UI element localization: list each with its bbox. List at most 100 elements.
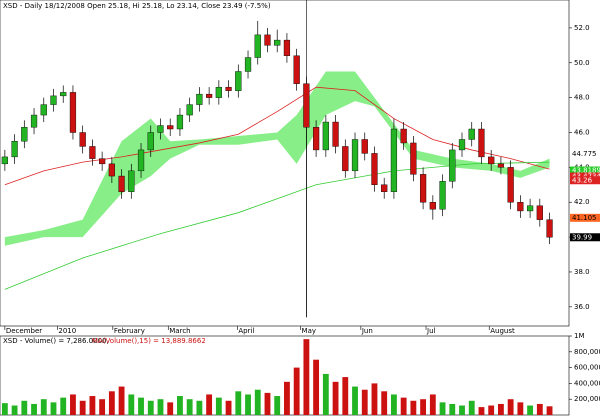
candle-body	[517, 202, 524, 212]
candle-body	[118, 175, 125, 192]
candle-body	[254, 34, 261, 58]
volume-bar	[138, 397, 144, 415]
volume-bar	[31, 403, 37, 415]
volume-bar	[215, 397, 222, 415]
candle-body	[196, 93, 203, 105]
candle-body	[488, 156, 495, 165]
volume-bar	[507, 399, 514, 415]
volume-bar	[303, 339, 310, 415]
x-tick-label: August	[490, 327, 515, 335]
volume-bar	[40, 399, 47, 415]
candle-body	[108, 163, 115, 177]
volume-bar	[254, 389, 261, 415]
candle-body	[69, 92, 77, 133]
candle-body	[186, 104, 193, 116]
candle-body	[264, 34, 271, 46]
price-tag-label: 43.26	[572, 176, 593, 184]
volume-y-tick-label: 200,000	[574, 395, 600, 403]
volume-bar	[264, 392, 271, 415]
price-panel	[0, 0, 570, 327]
candle-body	[303, 83, 310, 128]
moving-average	[4, 86, 550, 186]
candle-body	[21, 127, 28, 142]
candle-body	[449, 149, 456, 182]
candle-body	[351, 139, 359, 172]
candle-body	[215, 86, 222, 98]
candle-body	[147, 132, 154, 151]
candle-body	[293, 55, 300, 84]
volume-bar	[1, 403, 8, 415]
candle-body	[1, 156, 8, 165]
candle-body	[176, 114, 184, 130]
candle-body	[244, 57, 252, 72]
x-tick-label: March	[169, 327, 190, 335]
candle-body	[507, 167, 514, 203]
volume-y-tick-label: 600,000	[574, 364, 600, 372]
price-tag-label: 44.775	[572, 150, 597, 158]
candle-body	[526, 205, 534, 212]
candle-body	[11, 141, 18, 158]
volume-y-tick-label: 800,000	[574, 348, 600, 356]
x-tick-label: Jul	[426, 327, 436, 335]
candle-body	[60, 92, 67, 97]
candle-body	[439, 181, 446, 210]
price-tag	[570, 233, 600, 242]
volume-bar	[546, 406, 553, 415]
volume-y-tick-label: 1M	[574, 332, 585, 340]
candle-body	[206, 93, 213, 98]
candle-body	[322, 121, 329, 151]
y-tick-label: 36.0	[574, 303, 590, 311]
candle-body	[497, 163, 505, 168]
volume-bar	[70, 394, 76, 415]
volume-bar	[79, 400, 86, 415]
candle-body	[79, 132, 86, 147]
candle-body	[410, 142, 417, 175]
volume-bar	[89, 396, 96, 415]
x-tick-label: December	[6, 327, 42, 335]
x-tick-label: Jun	[361, 327, 373, 335]
volume-bar	[488, 405, 495, 415]
candle-body	[50, 95, 57, 105]
volume-bar	[420, 399, 427, 415]
candle-body	[157, 125, 164, 133]
x-tick-label: February	[114, 327, 145, 335]
volume-bar	[322, 373, 329, 415]
volume-title: XSD - Volume() = 7,286.0000,	[3, 337, 109, 345]
volume-ma-title: MA(Volume(),15) = 13,889.8662	[92, 337, 206, 345]
price-tag	[570, 149, 600, 158]
volume-bar	[293, 367, 300, 415]
candle-body	[478, 128, 485, 158]
volume-bar	[468, 400, 475, 415]
y-tick-label: 50.0	[574, 59, 590, 67]
price-tag-label: 39.99	[572, 233, 592, 241]
y-tick-label: 46.0	[574, 128, 590, 136]
volume-bar	[478, 407, 485, 415]
volume-bar	[274, 396, 281, 415]
volume-bar	[517, 402, 524, 415]
candle-body	[283, 39, 291, 56]
candle-body	[137, 149, 145, 172]
volume-bar	[50, 402, 57, 415]
price-tag-label: 43.8189	[572, 167, 600, 175]
candle-body	[332, 121, 339, 147]
volume-bar	[459, 405, 465, 415]
candle-body	[312, 127, 320, 151]
moving-average	[4, 161, 550, 290]
volume-bar	[284, 381, 290, 415]
price-tag	[570, 166, 600, 175]
x-tick-label: May	[302, 327, 316, 335]
candle-body	[225, 86, 232, 91]
volume-bar	[11, 405, 18, 415]
candle-body	[99, 158, 106, 165]
volume-bar	[147, 400, 154, 415]
candle-body	[381, 184, 388, 192]
volume-bar	[439, 402, 446, 415]
volume-bar	[118, 386, 125, 415]
x-tick-label: 2010	[58, 327, 76, 335]
volume-bar	[245, 394, 251, 415]
volume-bar	[342, 377, 349, 415]
volume-bar	[332, 381, 339, 415]
volume-bar	[235, 391, 242, 415]
volume-bar	[177, 396, 183, 415]
